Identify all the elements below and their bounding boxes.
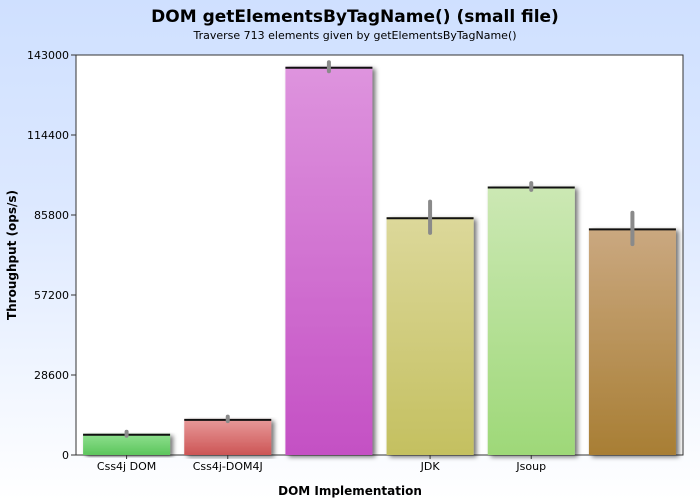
bars — [83, 60, 676, 455]
bar — [386, 217, 474, 455]
y-tick-label: 28600 — [34, 369, 69, 382]
x-tick-label: JDK — [420, 460, 441, 473]
x-tick-label: Css4j-DOM4J — [193, 460, 263, 473]
y-tick-label: 114400 — [27, 129, 69, 142]
y-tick-label: 0 — [62, 449, 69, 462]
chart-subtitle: Traverse 713 elements given by getElemen… — [192, 29, 516, 42]
chart-title: DOM getElementsByTagName() (small file) — [151, 7, 559, 27]
x-axis: Css4j DOM Css4j-DOM4J JDK Jsoup — [97, 455, 546, 473]
plot-area — [75, 54, 684, 456]
x-axis-label: DOM Implementation — [278, 484, 422, 498]
bar — [83, 433, 171, 455]
bar — [487, 186, 575, 455]
bar — [588, 228, 676, 455]
bar — [184, 418, 272, 455]
y-tick-label: 143000 — [27, 49, 69, 62]
y-tick-label: 85800 — [34, 209, 69, 222]
y-tick-label: 57200 — [34, 289, 69, 302]
x-tick-label: Jsoup — [515, 460, 546, 473]
y-axis-label: Throughput (ops/s) — [5, 190, 19, 320]
bar — [285, 66, 373, 455]
y-axis: 0 28600 57200 85800 114400 143000 — [27, 49, 76, 462]
x-tick-label: Css4j DOM — [97, 460, 156, 473]
